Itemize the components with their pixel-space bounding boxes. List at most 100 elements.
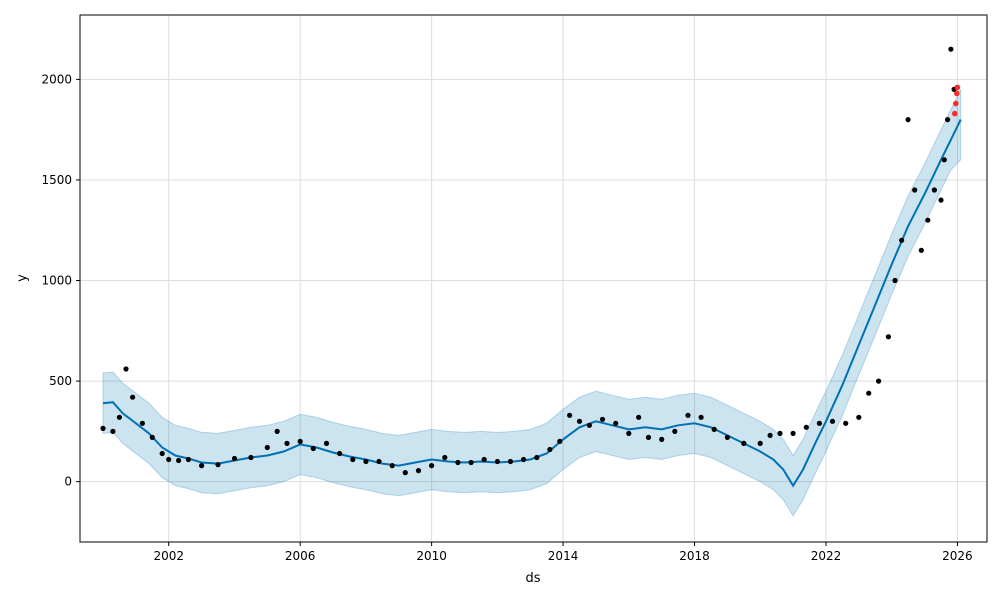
observed-point: [948, 46, 954, 52]
observed-point: [905, 117, 911, 123]
observed-point: [534, 454, 540, 461]
observed-point: [264, 444, 270, 451]
recent-actual-point: [954, 84, 961, 91]
recent-actual-point: [953, 100, 959, 107]
x-tick-label: 2010: [416, 549, 447, 563]
observed-point: [767, 432, 773, 438]
observed-point: [442, 454, 448, 461]
observed-point: [941, 157, 947, 163]
observed-point: [337, 450, 343, 457]
observed-point: [757, 440, 763, 446]
x-tick-label: 2006: [285, 549, 316, 563]
observed-point: [521, 456, 527, 463]
observed-point: [645, 434, 652, 440]
observed-point: [429, 463, 435, 469]
y-axis-label: y: [15, 274, 30, 282]
observed-point: [790, 430, 796, 436]
observed-point: [363, 458, 369, 465]
grid: [80, 15, 987, 542]
recent-actual-point: [954, 90, 960, 97]
observed-point: [698, 414, 704, 420]
observed-point: [938, 197, 944, 203]
observed-point: [724, 434, 731, 440]
observed-point: [350, 456, 356, 463]
observed-point: [613, 420, 619, 426]
observed-point: [741, 440, 747, 446]
observed-point: [130, 394, 136, 400]
observed-point: [185, 456, 191, 463]
y-tick-label: 500: [49, 374, 72, 388]
observed-point: [376, 458, 382, 465]
observed-point: [100, 425, 106, 431]
observed-point: [139, 420, 145, 426]
observed-point: [547, 446, 553, 453]
observed-point: [636, 414, 642, 420]
observed-point: [323, 440, 330, 446]
observed-point: [402, 470, 408, 476]
x-tick-label: 2002: [153, 549, 184, 563]
observed-point: [199, 463, 205, 469]
observed-point: [123, 366, 129, 372]
observed-point: [310, 445, 316, 452]
x-tick-label: 2018: [679, 549, 710, 563]
observed-point: [672, 428, 678, 434]
observed-point: [866, 390, 872, 396]
observed-point: [557, 438, 563, 444]
observed-point: [176, 457, 182, 464]
observed-point: [856, 414, 862, 420]
observed-point: [215, 462, 221, 468]
recent-actual-point: [952, 110, 958, 117]
observed-point: [777, 430, 783, 436]
observed-point: [231, 455, 238, 462]
observed-point: [494, 458, 500, 465]
x-tick-label: 2026: [942, 549, 973, 563]
x-axis-label: ds: [525, 571, 540, 586]
observed-point: [599, 416, 606, 422]
observed-point: [876, 378, 882, 384]
observed-point: [455, 459, 461, 466]
observed-point: [685, 412, 691, 418]
x-axis-ticks: 2002 2006 2010 2014 2018 2022 2026: [153, 542, 973, 563]
observed-point: [945, 117, 951, 123]
observed-point: [166, 456, 172, 463]
observed-point: [110, 428, 116, 434]
observed-point: [659, 436, 665, 442]
plot-frame: [79, 14, 988, 543]
observed-point: [116, 414, 122, 420]
uncertainty-band-area: [102, 89, 962, 517]
observed-point: [912, 187, 918, 193]
observed-point: [711, 426, 717, 432]
observed-point: [415, 468, 422, 474]
x-tick-label: 2014: [548, 549, 579, 563]
observed-point: [297, 438, 303, 444]
y-tick-label: 1000: [41, 274, 72, 288]
observed-point: [918, 247, 924, 253]
uncertainty-band: [102, 89, 962, 517]
observed-point: [274, 428, 280, 434]
y-tick-label: 2000: [41, 72, 72, 86]
observed-point: [567, 412, 573, 418]
recent-actual-points: [952, 84, 961, 117]
observed-point: [899, 237, 905, 243]
y-tick-label: 0: [64, 475, 72, 489]
y-axis-ticks: 0 500 1000 1500 2000: [41, 72, 80, 489]
observed-point: [803, 424, 809, 430]
observed-point: [576, 418, 583, 424]
observed-point: [149, 434, 155, 440]
observed-point: [284, 440, 290, 446]
observed-point: [829, 418, 836, 424]
y-tick-label: 1500: [41, 173, 72, 187]
observed-point: [248, 454, 254, 461]
observed-point: [816, 420, 823, 426]
observed-point: [507, 458, 514, 465]
observed-point: [468, 459, 474, 466]
x-tick-label: 2022: [811, 549, 842, 563]
observed-points: [100, 46, 957, 476]
observed-point: [586, 422, 593, 428]
observed-point: [931, 187, 938, 193]
observed-point: [481, 456, 487, 463]
observed-point: [159, 450, 165, 457]
observed-point: [626, 430, 632, 436]
